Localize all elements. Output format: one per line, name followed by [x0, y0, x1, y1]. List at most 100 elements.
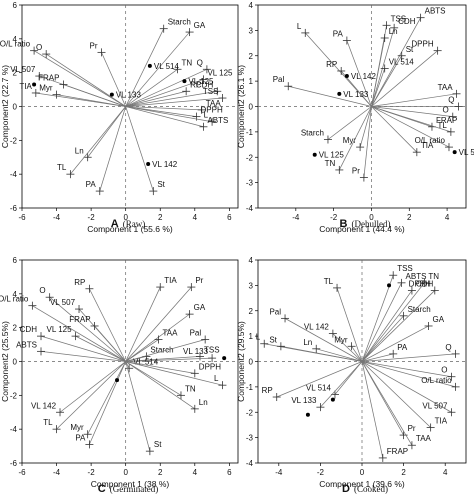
x-tick-label: -2: [88, 213, 96, 222]
variable-label: VL 133: [291, 396, 317, 405]
caption-letter: C: [98, 483, 106, 495]
loading-vector: [125, 106, 204, 128]
x-axis-label: Component 1 (55.6 %): [87, 224, 173, 234]
y-tick-label: 3: [249, 281, 254, 290]
variable-label: CDH: [196, 80, 214, 89]
loading-vector: [125, 79, 204, 107]
x-axis-label: Component 1 (44.4 %): [319, 224, 405, 234]
variable-label: Ln: [303, 338, 312, 347]
loading-vector: [361, 361, 413, 446]
loading-vector: [87, 106, 126, 158]
loading-vector: [280, 345, 363, 362]
variable-label: Ln: [389, 27, 398, 36]
loading-vector: [361, 361, 431, 428]
variable-label: TAA: [163, 329, 179, 338]
y-tick-label: 2: [13, 324, 18, 333]
y-tick-label: 4: [249, 256, 254, 265]
panel-a: -6 -4 -2 0 2 4 6 -6 -4 -2 0 2 4 6 Component 1 (55.6 %)…: [0, 1, 239, 234]
loading-vector: [125, 106, 213, 123]
x-tick-label: -2: [317, 468, 325, 477]
variable-label: TN: [325, 159, 336, 168]
variable-label: L: [214, 374, 219, 383]
variable-label: Pr: [89, 41, 97, 50]
variable-label: Starch: [301, 128, 324, 137]
sample-label: VL 125: [319, 151, 345, 160]
variable-label: O/L ratio: [0, 295, 29, 304]
variable-label: L: [297, 22, 302, 31]
variable-label: RP: [262, 386, 273, 395]
loading-vector: [276, 361, 363, 398]
loading-vector: [371, 106, 450, 148]
variable-label: PA: [75, 433, 86, 442]
variable-label: TL: [324, 277, 334, 286]
sample-point: [32, 82, 37, 87]
loading-vector: [371, 37, 386, 107]
y-tick-label: -2: [10, 136, 18, 145]
variable-label: VL 125: [207, 68, 233, 77]
x-tick-label: 0: [369, 213, 374, 222]
x-tick-label: 4: [193, 213, 198, 222]
x-tick-label: -6: [18, 213, 26, 222]
loading-vector: [371, 106, 451, 133]
variable-label: O: [39, 286, 45, 295]
loading-vector: [327, 106, 372, 140]
loading-vector: [284, 318, 363, 362]
variable-label: RP: [190, 80, 201, 89]
loading-vector: [371, 50, 438, 107]
variable-label: St: [154, 440, 162, 449]
loading-vector: [371, 27, 395, 107]
loading-vector: [361, 361, 452, 413]
variable-label: Ln: [75, 146, 84, 155]
variable-label: VL 514: [306, 383, 332, 392]
variable-label: VL 142: [31, 401, 57, 410]
loading-vector: [336, 287, 363, 362]
loading-vector: [125, 106, 202, 111]
sample-point: [109, 92, 114, 97]
variable-label: CDH: [398, 17, 416, 26]
loading-vector: [70, 106, 126, 175]
loading-vector: [125, 361, 196, 410]
x-tick-label: 2: [158, 468, 163, 477]
variable-label: St: [269, 335, 277, 344]
loading-vector: [125, 361, 223, 386]
loading-vector: [125, 68, 208, 107]
loading-vector: [94, 325, 126, 362]
loading-vector: [371, 68, 386, 107]
variable-label: DPPH: [201, 106, 223, 115]
variable-label: TSS: [397, 264, 413, 273]
sample-point: [330, 397, 335, 402]
x-tick-label: 2: [158, 213, 163, 222]
x-axis-label: Component 1 (38 %): [91, 479, 170, 489]
x-tick-label: -4: [275, 468, 283, 477]
y-tick-label: 2: [13, 69, 18, 78]
variable-label: ABTS: [425, 7, 446, 16]
loading-vector: [346, 40, 372, 107]
x-tick-label: 4: [445, 213, 450, 222]
variable-label: ABTS: [207, 116, 228, 125]
variable-label: St: [157, 180, 165, 189]
variable-label: PA: [397, 343, 408, 352]
variable-label: Myr: [39, 84, 53, 93]
loading-vector: [101, 52, 127, 107]
loading-vector: [359, 106, 372, 148]
loading-vector: [40, 350, 126, 362]
variable-label: FRAP: [69, 315, 90, 324]
y-tick-label: -2: [246, 408, 254, 417]
loading-vector: [361, 353, 456, 362]
y-tick-label: -2: [10, 391, 18, 400]
variable-label: VL 133: [183, 347, 209, 356]
x-tick-label: 6: [227, 468, 232, 477]
loading-vector: [125, 68, 178, 107]
y-axis-label: Component2 (29.5%): [236, 321, 246, 402]
variable-label: VL 514: [133, 357, 159, 366]
loading-vector: [304, 32, 372, 107]
panel-caption: B (Dehulled): [340, 218, 391, 230]
y-tick-label: 6: [13, 1, 18, 10]
variable-label: L: [256, 333, 261, 342]
variable-label: Pr: [195, 276, 203, 285]
sample-label: VL 142: [152, 160, 178, 169]
variable-label: DPPH: [411, 40, 433, 49]
loading-vector: [125, 339, 206, 362]
y-tick-label: -4: [246, 459, 254, 468]
sample-point: [337, 91, 342, 96]
